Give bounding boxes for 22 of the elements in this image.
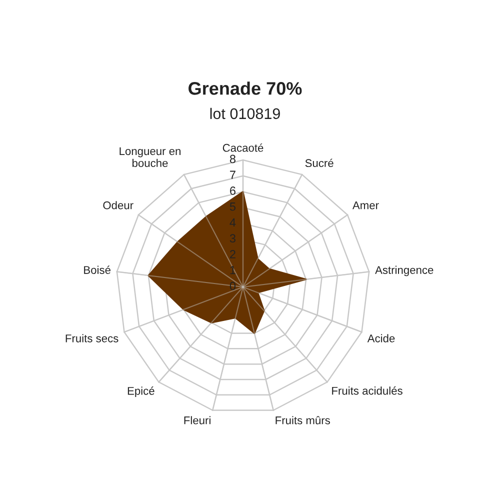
spoke-label: Sucré — [305, 158, 334, 168]
chart-title: Grenade 70% — [188, 82, 302, 95]
spoke-label: Epicé — [128, 386, 154, 398]
spoke-label: Amer — [352, 202, 379, 210]
spoke-label: Longueur en bouche — [120, 147, 180, 168]
y-tick-label: 7 — [230, 170, 236, 179]
y-tick-label: 6 — [230, 186, 236, 195]
y-tick-label: 5 — [230, 202, 236, 211]
chart-subtitle: lot 010819 — [210, 108, 280, 120]
y-tick-label: 8 — [230, 154, 236, 164]
y-tick-label: 2 — [230, 250, 236, 258]
spoke-label: Fleuri — [184, 416, 210, 424]
spoke-label: Fruits acidulés — [332, 386, 402, 395]
y-tick-label: 4 — [230, 218, 236, 227]
y-tick-label: 3 — [230, 234, 236, 243]
spoke-label: Cacaoté — [222, 144, 264, 152]
spoke-label: Acide — [367, 334, 395, 342]
spoke-label: Odeur — [103, 201, 134, 210]
spoke-label: Boisé — [84, 266, 110, 274]
spoke-label: Astringence — [375, 266, 434, 276]
spoke-label: Fruits secs — [66, 334, 118, 342]
spoke-label: Fruits mûrs — [276, 416, 330, 424]
